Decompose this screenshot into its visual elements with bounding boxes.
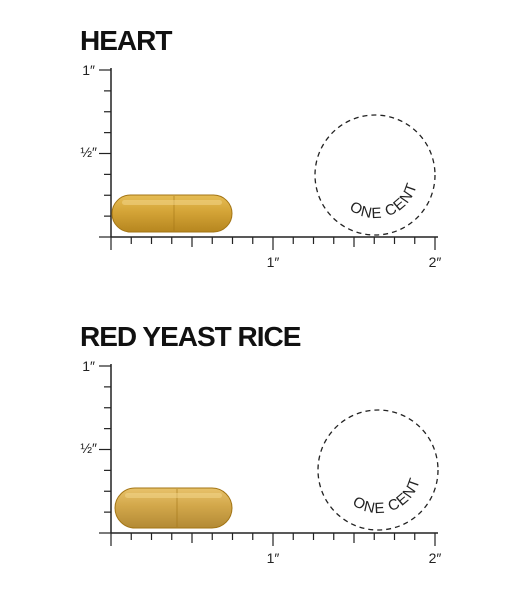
panel-title: HEART: [80, 25, 172, 56]
y-label: 1″: [82, 358, 95, 374]
y-label: 1″: [82, 62, 95, 78]
panel-title: RED YEAST RICE: [80, 321, 301, 352]
x-label: 2″: [429, 254, 442, 270]
x-label: 1″: [267, 550, 280, 566]
coin-outline: [317, 409, 439, 531]
panel: RED YEAST RICE 1″ ½″ 1″ 2″ ONE CENT: [80, 321, 441, 566]
coin-label: ONE CENT: [347, 180, 420, 222]
coin-label: ONE CENT: [350, 475, 423, 517]
capsule-shine: [122, 200, 222, 205]
panel: HEART 1″ ½″ 1″ 2″ ONE CENT: [80, 25, 441, 270]
x-label: 2″: [429, 550, 442, 566]
coin-text: ONE CENT: [347, 180, 421, 222]
y-label: ½″: [80, 144, 97, 160]
y-label: ½″: [80, 440, 97, 456]
capsule-shine: [125, 493, 222, 498]
x-label: 1″: [267, 254, 280, 270]
coin-outline: [314, 114, 436, 236]
coin-text: ONE CENT: [350, 475, 424, 517]
